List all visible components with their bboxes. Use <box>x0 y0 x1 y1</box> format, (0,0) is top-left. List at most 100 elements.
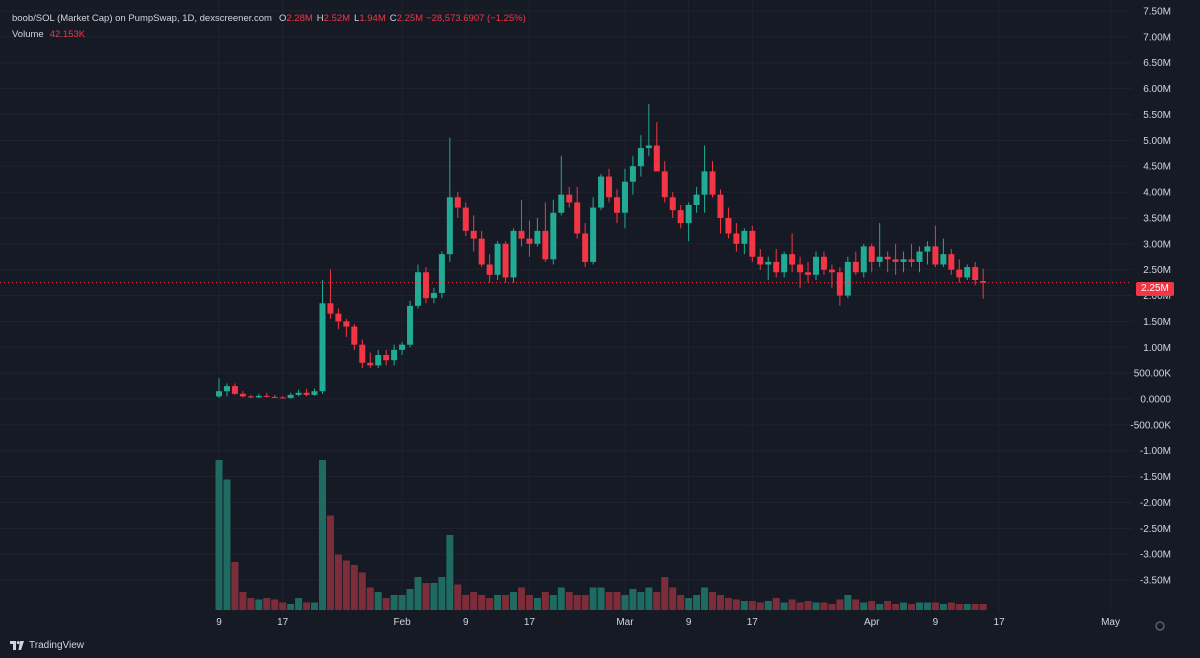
candle <box>844 256 851 299</box>
price-axis[interactable]: 7.50M 7.00M 6.50M 6.00M 5.50M 5.00M 4.50M 4.00M… <box>1130 7 1171 587</box>
candle-body <box>558 194 565 213</box>
candle-body <box>749 230 756 257</box>
candle-body <box>478 238 485 265</box>
candle <box>828 264 835 288</box>
candle-body <box>303 392 310 395</box>
close-value: 2.25M <box>396 13 424 24</box>
candle <box>526 220 533 257</box>
volume-bar <box>645 587 653 610</box>
candle <box>415 264 421 309</box>
y-tick-label: 3.00M <box>1143 239 1171 250</box>
y-tick-label: -2.00M <box>1140 498 1171 509</box>
candle-body <box>223 386 230 392</box>
candle <box>789 233 796 273</box>
volume-bar <box>677 595 685 610</box>
volume-bar <box>844 595 852 610</box>
candle <box>263 392 270 398</box>
candle-body <box>813 256 819 275</box>
candle-body <box>860 246 867 273</box>
candle <box>805 261 812 283</box>
candle <box>542 202 549 262</box>
candle-body <box>327 303 334 314</box>
volume-bar <box>326 515 334 610</box>
volume-bar <box>581 595 589 610</box>
candle-body <box>470 230 477 239</box>
last-price-badge: 2.25M <box>1136 282 1174 296</box>
volume-bar <box>525 595 533 610</box>
candle <box>534 217 541 247</box>
volume-bar <box>414 577 422 610</box>
candle-body <box>287 394 294 398</box>
candle-body <box>797 264 804 273</box>
candle <box>956 259 963 283</box>
y-tick-label: 0.0000 <box>1140 395 1171 406</box>
volume-bar <box>557 587 565 610</box>
candle-body <box>430 292 437 299</box>
volume-bar <box>716 595 724 610</box>
volume-bar <box>709 592 717 610</box>
candle-body <box>279 397 286 399</box>
volume-bar <box>629 589 637 610</box>
volume-bar <box>398 595 406 610</box>
candle <box>486 254 493 283</box>
volume-bar <box>502 595 510 610</box>
candle-body <box>462 207 469 231</box>
candle <box>582 223 589 268</box>
volume-bar <box>541 592 549 610</box>
settings-gear-icon[interactable] <box>1150 616 1170 636</box>
candle <box>852 251 859 275</box>
candle <box>494 241 501 281</box>
tradingview-brand[interactable]: TradingView <box>10 640 84 651</box>
candle-body <box>247 396 254 398</box>
volume-bar <box>263 598 271 610</box>
volume-bar <box>597 587 605 610</box>
candle <box>407 300 414 348</box>
candle-body <box>351 326 358 345</box>
close-key: C <box>389 13 397 24</box>
candle-body <box>550 212 557 260</box>
candle-body <box>980 281 987 283</box>
x-tick-label: 9 <box>216 617 222 628</box>
candle <box>343 318 350 337</box>
volume-bar <box>764 601 772 610</box>
volume-bar <box>311 602 319 610</box>
candle <box>454 192 461 218</box>
volume-bar <box>971 604 979 610</box>
candle-body <box>836 272 843 296</box>
candle <box>430 287 437 304</box>
candle <box>391 344 398 366</box>
volume-label[interactable]: Volume <box>12 29 44 40</box>
x-tick-label: May <box>1101 617 1120 628</box>
candle-body <box>757 256 764 265</box>
candle <box>645 104 652 156</box>
high-value: 2.52M <box>323 13 351 24</box>
symbol-title[interactable]: boob/SOL (Market Cap) on PumpSwap, 1D, d… <box>12 13 272 24</box>
volume-bar <box>868 601 876 610</box>
x-tick-label: 17 <box>994 617 1006 628</box>
tradingview-logo-icon <box>10 641 24 650</box>
candle-body <box>908 259 915 262</box>
y-tick-label: 1.50M <box>1143 317 1171 328</box>
candle <box>932 225 939 268</box>
volume-bar <box>589 587 597 610</box>
candle-body <box>852 261 859 273</box>
volume-bar <box>963 604 971 610</box>
x-tick-label: 17 <box>277 617 289 628</box>
candle <box>717 189 724 234</box>
candle-body <box>383 355 390 361</box>
candle-body <box>900 259 907 262</box>
volume-bar <box>287 604 295 610</box>
x-tick-label: 9 <box>463 617 469 628</box>
candle <box>383 349 390 366</box>
candle <box>781 251 788 278</box>
high-key: H <box>316 13 324 24</box>
candle <box>255 393 262 398</box>
y-tick-label: -1.00M <box>1140 446 1171 457</box>
volume-bar <box>446 535 454 610</box>
candle <box>375 349 382 368</box>
volume-bar <box>462 595 470 610</box>
candle-body <box>534 230 541 244</box>
candle <box>271 394 278 398</box>
time-axis[interactable]: 9 17 Feb 9 17 Mar 9 17 Apr 9 17 May <box>216 617 1120 628</box>
